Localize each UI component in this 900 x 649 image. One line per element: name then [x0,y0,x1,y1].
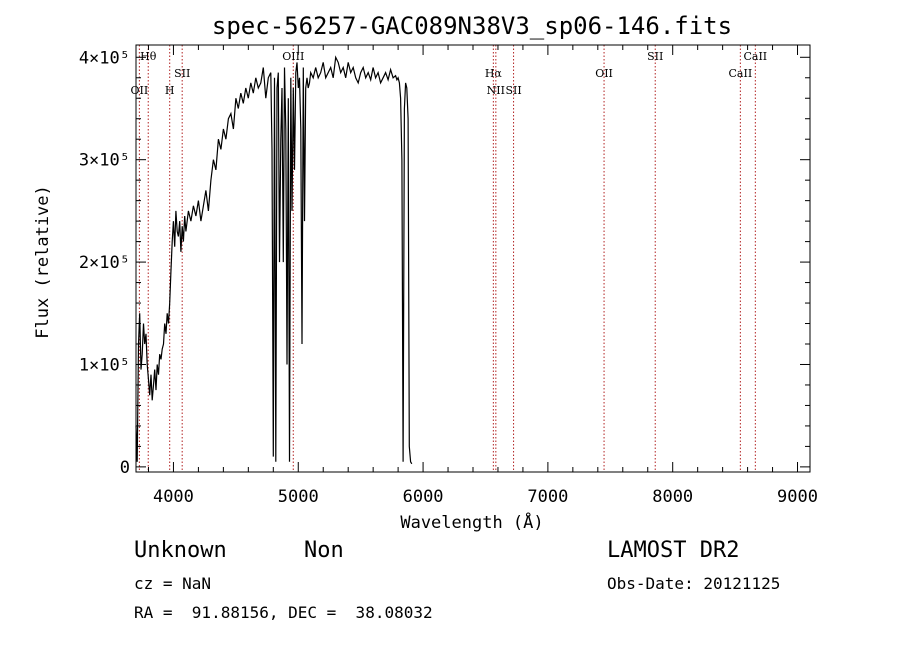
x-tick-label-5: 9000 [777,487,818,507]
x-tick-label-3: 7000 [527,487,568,507]
line-marker-label-7: SII [505,84,521,97]
line-marker-label-4: OIII [282,50,304,63]
object-class: Unknown [134,538,227,563]
survey-label: LAMOST DR2 [607,538,740,563]
x-tick-label-4: 8000 [652,487,693,507]
y-tick-label-2: 2×10⁵ [79,253,130,273]
line-marker-label-8: OII [595,67,613,80]
line-marker-label-6: NII [487,84,505,97]
line-marker-label-10: CaII [729,67,753,80]
x-tick-label-2: 6000 [403,487,444,507]
obs-date-text: Obs-Date: 20121125 [607,574,781,593]
y-axis-label: Flux (relative) [33,185,53,339]
line-marker-label-11: CaII [743,50,767,63]
redshift-text: cz = NaN [134,574,212,593]
y-tick-label-0: 0 [120,458,130,478]
y-tick-label-4: 4×10⁵ [79,48,130,68]
axes-frame [135,44,811,473]
object-subclass: Non [304,538,344,563]
x-axis-label: Wavelength (Å) [400,511,543,533]
line-marker-label-2: H [165,84,175,97]
spectrum-line [135,55,413,465]
x-tick-label-1: 5000 [278,487,319,507]
line-marker-label-5: Hα [485,67,503,80]
line-marker-label-9: SII [647,50,663,63]
chart-title: spec-56257-GAC089N38V3_sp06-146.fits [212,12,732,40]
y-tick-label-3: 3×10⁵ [79,151,130,171]
coordinates-text: RA = 91.88156, DEC = 38.08032 [134,603,433,622]
x-tick-label-0: 4000 [153,487,194,507]
line-marker-label-3: SII [174,67,190,80]
line-marker-label-0: OII [131,84,149,97]
line-marker-label-1: Hθ [140,50,157,63]
y-tick-label-1: 1×10⁵ [79,355,130,375]
